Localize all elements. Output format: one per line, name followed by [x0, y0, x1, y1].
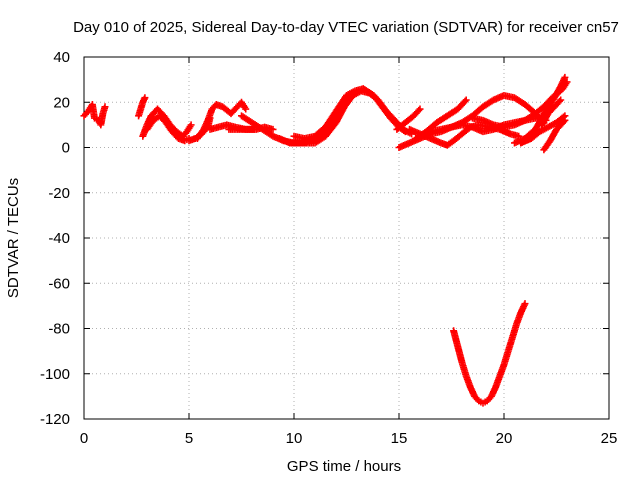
data-point: [242, 105, 250, 113]
x-tick-label: 25: [601, 430, 618, 447]
y-axis-title: SDTVAR / TECUs: [5, 178, 22, 298]
y-tick-label: 0: [62, 140, 70, 157]
series-arc-12: [301, 87, 416, 147]
data-point-interp: [415, 106, 423, 114]
y-tick-label: 20: [53, 94, 70, 111]
data-point: [187, 121, 195, 129]
y-tick-label: -60: [48, 275, 70, 292]
y-tick-label: -120: [40, 411, 70, 428]
series-arc-22: [517, 112, 569, 147]
data-series: [80, 73, 571, 407]
data-point: [416, 105, 424, 113]
series-arc-2: [135, 94, 149, 120]
x-tick-label: 20: [496, 430, 513, 447]
y-tick-label: -40: [48, 230, 70, 247]
series-arc-20: [540, 116, 569, 154]
x-tick-label: 15: [391, 430, 408, 447]
x-tick-label: 10: [286, 430, 303, 447]
series-arc-1: [80, 101, 109, 129]
y-tick-label: -100: [40, 366, 70, 383]
data-point-interp: [461, 97, 469, 105]
data-point: [561, 112, 569, 120]
data-point: [561, 73, 569, 81]
series-arc-6: [193, 98, 250, 142]
data-point: [141, 94, 149, 102]
x-axis-title: GPS time / hours: [287, 458, 401, 475]
y-tick-label: -20: [48, 185, 70, 202]
y-tick-label: 40: [53, 49, 70, 66]
series-arc-8: [225, 125, 258, 133]
series-arc-21: [538, 96, 565, 129]
axis-ticks: 0 5 10 15 20 25 -120 -100 -80 -60 -40 -20 0 20 40: [40, 49, 617, 447]
x-tick-label: 0: [80, 430, 88, 447]
data-point: [557, 96, 565, 104]
data-point-interp: [560, 113, 567, 121]
chart-title: Day 010 of 2025, Sidereal Day-to-day VTE…: [73, 19, 619, 36]
data-point-interp: [555, 97, 563, 105]
series-arc-4: [143, 112, 193, 145]
series-arc-13: [393, 105, 424, 133]
data-point: [462, 96, 470, 104]
data-point: [269, 125, 277, 133]
series-arc-23: [450, 300, 529, 407]
data-point: [521, 300, 529, 308]
x-tick-label: 5: [185, 430, 193, 447]
data-point: [101, 103, 109, 111]
grid-lines: [84, 57, 609, 419]
y-tick-label: -80: [48, 321, 70, 338]
